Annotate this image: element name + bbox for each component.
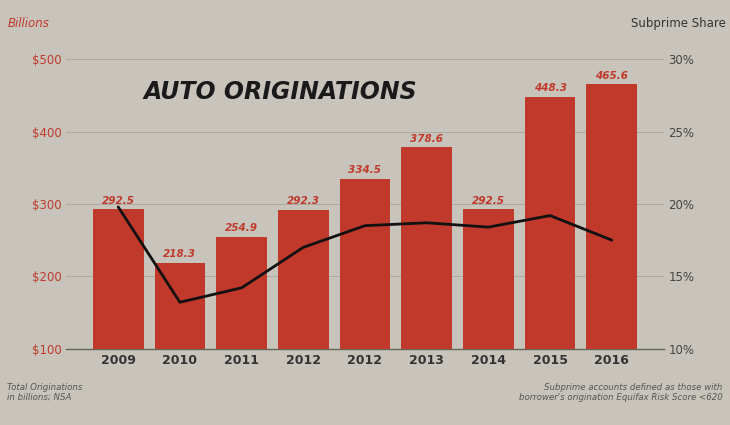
Text: 292.3: 292.3: [287, 196, 320, 206]
Text: 292.5: 292.5: [101, 196, 135, 206]
Text: Total Originations
in billions; NSA: Total Originations in billions; NSA: [7, 382, 82, 402]
Bar: [463, 210, 514, 421]
Text: 292.5: 292.5: [472, 196, 505, 206]
Text: 334.5: 334.5: [348, 165, 382, 176]
Bar: [278, 210, 328, 421]
Bar: [339, 179, 391, 421]
Bar: [93, 210, 144, 421]
Text: Subprime accounts defined as those with
borrower's origination Equifax Risk Scor: Subprime accounts defined as those with …: [519, 382, 723, 402]
Text: 254.9: 254.9: [225, 223, 258, 233]
Bar: [586, 84, 637, 421]
Bar: [525, 97, 575, 421]
Text: Billions: Billions: [7, 17, 49, 30]
Text: 378.6: 378.6: [410, 133, 443, 144]
Bar: [216, 237, 267, 421]
Bar: [402, 147, 452, 421]
Text: 218.3: 218.3: [164, 249, 196, 259]
Text: AUTO ORIGINATIONS: AUTO ORIGINATIONS: [144, 80, 417, 104]
Bar: [155, 263, 205, 421]
Text: 448.3: 448.3: [534, 83, 566, 93]
Text: Subprime Share: Subprime Share: [631, 17, 726, 30]
Text: 465.6: 465.6: [595, 71, 629, 81]
